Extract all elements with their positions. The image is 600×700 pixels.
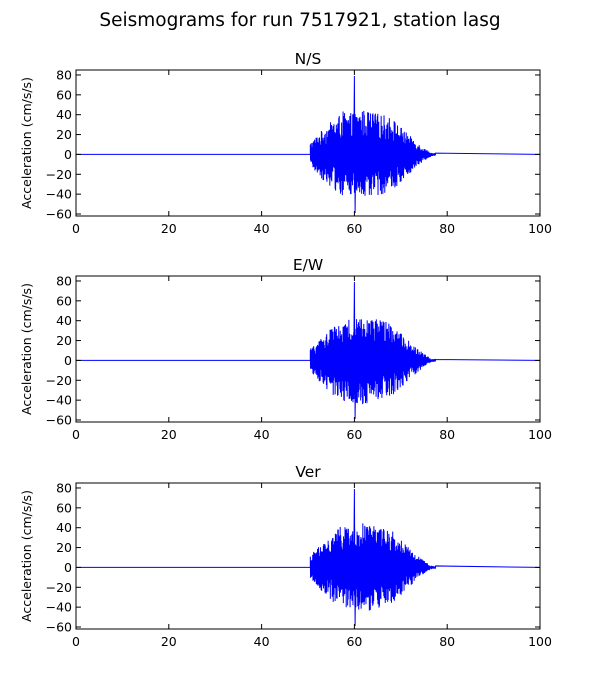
y-tick-label: −20	[46, 373, 72, 388]
y-tick-label: 80	[56, 67, 72, 82]
x-tick-label: 20	[161, 221, 177, 236]
y-tick-label: −40	[46, 187, 72, 202]
x-tick-label: 40	[254, 221, 270, 236]
x-tick-label: 100	[528, 427, 552, 442]
x-tick-label: 60	[346, 221, 362, 236]
y-tick-label: 80	[56, 273, 72, 288]
x-tick-label: 40	[254, 427, 270, 442]
x-tick-label: 60	[346, 427, 362, 442]
y-tick-label: 80	[56, 480, 72, 495]
x-tick-label: 100	[528, 634, 552, 649]
panel-title: Ver	[295, 463, 321, 481]
y-tick-label: −40	[46, 600, 72, 615]
signal-line	[76, 281, 540, 420]
x-tick-label: 0	[72, 634, 80, 649]
y-tick-label: 0	[64, 353, 72, 368]
plot-frame	[75, 482, 541, 630]
y-tick-label: −20	[46, 580, 72, 595]
y-tick-label: −60	[46, 207, 72, 222]
signal-line	[76, 488, 540, 627]
panel-title: E/W	[293, 256, 323, 274]
panel-title: N/S	[295, 50, 322, 68]
x-tick-label: 100	[528, 221, 552, 236]
x-tick-label: 60	[346, 634, 362, 649]
chart-panel: N/S Acceleration (cm/s/s) 0 20 40 60 80 100 −60 −…	[19, 50, 552, 236]
y-axis-label: Acceleration (cm/s/s)	[19, 283, 34, 415]
x-tick-label: 80	[439, 221, 455, 236]
x-tick-label: 80	[439, 634, 455, 649]
x-tick-label: 80	[439, 427, 455, 442]
y-tick-label: −40	[46, 393, 72, 408]
plot-frame	[75, 69, 541, 217]
y-tick-label: 60	[56, 293, 72, 308]
y-tick-label: 0	[64, 147, 72, 162]
y-axis-label: Acceleration (cm/s/s)	[19, 490, 34, 622]
y-tick-label: 60	[56, 500, 72, 515]
figure-title: Seismograms for run 7517921, station las…	[99, 10, 501, 31]
y-tick-label: 40	[56, 520, 72, 535]
x-tick-label: 20	[161, 427, 177, 442]
x-tick-label: 40	[254, 634, 270, 649]
y-tick-label: 20	[56, 127, 72, 142]
y-tick-label: 60	[56, 87, 72, 102]
y-tick-label: 40	[56, 107, 72, 122]
x-tick-label: 20	[161, 634, 177, 649]
chart-panel: E/W Acceleration (cm/s/s) 0 20 40 60 80 100 −60 −…	[19, 256, 552, 442]
y-tick-label: 20	[56, 540, 72, 555]
x-tick-label: 0	[72, 221, 80, 236]
chart-panel: Ver Acceleration (cm/s/s) 0 20 40 60 80 100 −60 −…	[19, 463, 552, 649]
y-axis-label: Acceleration (cm/s/s)	[19, 77, 34, 209]
y-tick-label: −20	[46, 167, 72, 182]
y-tick-label: 0	[64, 560, 72, 575]
y-tick-label: −60	[46, 413, 72, 428]
plot-frame	[75, 275, 541, 423]
signal-line	[76, 75, 540, 214]
y-tick-label: 40	[56, 313, 72, 328]
y-tick-label: 20	[56, 333, 72, 348]
y-tick-label: −60	[46, 620, 72, 635]
x-tick-label: 0	[72, 427, 80, 442]
